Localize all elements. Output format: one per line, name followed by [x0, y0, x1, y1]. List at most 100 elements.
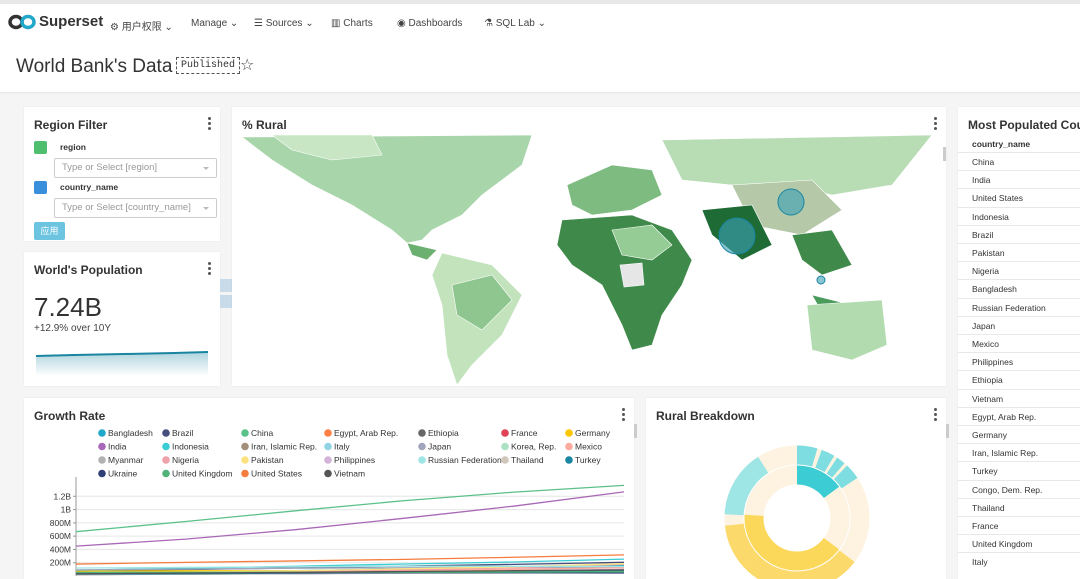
legend-label: Pakistan	[251, 455, 284, 465]
legend-label: Nigeria	[172, 455, 199, 465]
legend-swatch	[324, 429, 332, 437]
legend-label: United States	[251, 469, 302, 479]
table-cell: Turkey	[958, 461, 1080, 480]
legend-label: India	[108, 442, 127, 452]
menu-label[interactable]: 用户权限	[121, 22, 162, 33]
menu-label[interactable]: SQL Lab	[495, 18, 535, 29]
panel-menu[interactable]	[622, 408, 625, 423]
sunburst	[724, 445, 870, 579]
legend-label: France	[511, 428, 538, 438]
menu-item[interactable]: ⚙ 用户权限 ⌄	[110, 22, 173, 33]
legend-label: Mexico	[575, 442, 602, 452]
legend-label: Egypt, Arab Rep.	[334, 428, 398, 438]
legend-swatch	[98, 429, 106, 437]
dashboard-title: World Bank's Data	[16, 56, 173, 77]
world-map	[241, 135, 933, 386]
dashboard-header: World Bank's Data Published ☆	[0, 46, 1080, 92]
menu-item[interactable]: ◉ Dashboards	[397, 18, 463, 29]
menu-item[interactable]: ▥ Charts	[331, 18, 373, 29]
table-cell: Egypt, Arab Rep.	[958, 406, 1080, 426]
panel-menu[interactable]	[208, 262, 211, 277]
legend-swatch	[565, 456, 573, 464]
filter-select[interactable]: Type or Select [country_name]	[54, 198, 217, 218]
sunburst-panel: Rural Breakdown	[646, 398, 946, 579]
menu-item[interactable]: Manage ⌄	[191, 18, 239, 29]
filter-select[interactable]: Type or Select [region]	[54, 158, 217, 178]
table-cell: Nigeria	[958, 261, 1080, 280]
table-cell: Ethiopia	[958, 370, 1080, 389]
panel-menu[interactable]	[208, 117, 211, 132]
legend-label: Vietnam	[334, 469, 365, 479]
table-cell: Italy	[958, 552, 1080, 571]
panel-menu[interactable]	[934, 408, 937, 423]
big-number-panel: World's Population 7.24B +12.9% over 10Y	[24, 252, 220, 386]
navbar: Superset ⚙ 用户权限 ⌄ Manage ⌄ ☰ Sources ⌄ ▥…	[0, 0, 1080, 46]
legend-label: Iran, Islamic Rep.	[251, 442, 317, 452]
brand[interactable]: Superset	[39, 13, 104, 30]
table-cell: Indonesia	[958, 206, 1080, 226]
map-panel: % Rural	[232, 107, 946, 386]
menu-item[interactable]: ☰ Sources ⌄	[254, 18, 314, 29]
menu-label[interactable]: Charts	[343, 18, 373, 29]
legend-swatch	[162, 442, 170, 451]
filter-indicator[interactable]	[220, 295, 233, 308]
scrollbar[interactable]	[946, 424, 949, 438]
series-line	[75, 565, 625, 569]
legend-swatch	[98, 469, 106, 478]
favorite-star[interactable]: ☆	[240, 57, 255, 74]
menu-item[interactable]: ⚗ SQL Lab ⌄	[484, 18, 547, 29]
big-number: 7.24B	[34, 292, 102, 322]
panel-title: % Rural	[242, 118, 287, 132]
legend-swatch	[565, 442, 573, 451]
status-badge[interactable]: Published	[176, 57, 241, 74]
table-cell: Brazil	[958, 224, 1080, 244]
scrollbar[interactable]	[943, 147, 946, 161]
table-cell: Japan	[958, 315, 1080, 335]
panel-title: World's Population	[34, 263, 143, 277]
panel-title: Rural Breakdown	[656, 409, 755, 423]
y-tick-label: 800M	[50, 518, 71, 528]
filter-label: region	[60, 142, 86, 152]
line-chart: 200M 400M 600M 800M 1B 1.2B Bangladesh Brazil Ch…	[50, 428, 625, 576]
legend-swatch	[241, 429, 249, 437]
legend-label: Ukraine	[108, 469, 138, 479]
legend-label: Russian Federation	[428, 455, 502, 465]
table-cell: Mexico	[958, 334, 1080, 353]
table-cell: India	[958, 170, 1080, 189]
panel-title: Region Filter	[34, 118, 108, 132]
legend-swatch	[241, 469, 249, 478]
menu-label[interactable]: Manage	[191, 18, 228, 29]
series-line	[75, 484, 625, 533]
filter-icon	[34, 181, 47, 194]
legend-label: Germany	[575, 428, 611, 438]
legend-swatch	[162, 429, 170, 437]
filter-icon	[34, 141, 47, 154]
filter-indicator[interactable]	[220, 279, 233, 292]
column-header[interactable]: country_name	[972, 139, 1031, 149]
legend-swatch	[162, 469, 170, 478]
legend-swatch	[324, 469, 332, 478]
legend-label: Brazil	[172, 428, 193, 438]
legend-label: Italy	[334, 442, 350, 452]
legend-label: Japan	[428, 442, 451, 452]
table-cell: Iran, Islamic Rep.	[958, 443, 1080, 462]
legend-swatch	[324, 456, 332, 464]
legend-swatch	[162, 456, 170, 464]
legend-swatch	[98, 442, 106, 451]
table-cell: Russian Federation	[958, 297, 1080, 317]
table-cell: China	[958, 152, 1080, 171]
big-number-subtitle: +12.9% over 10Y	[34, 323, 111, 334]
menu-label[interactable]: Dashboards	[408, 18, 463, 29]
panel-menu[interactable]	[934, 117, 937, 132]
y-tick-label: 1.2B	[54, 491, 72, 501]
legend-swatch	[501, 442, 509, 451]
panel-title: Most Populated Countries	[968, 118, 1080, 132]
apply-button[interactable]: 应用	[34, 222, 65, 240]
legend-swatch	[501, 456, 509, 464]
table-cell: Vietnam	[958, 388, 1080, 408]
line-chart-panel: Growth Rate 200M 400M 600M 800M 1B 1.2B Bangla…	[24, 398, 634, 579]
scrollbar[interactable]	[634, 424, 637, 438]
legend-swatch	[501, 429, 509, 437]
sparkline	[35, 351, 209, 376]
menu-label[interactable]: Sources	[265, 18, 303, 29]
